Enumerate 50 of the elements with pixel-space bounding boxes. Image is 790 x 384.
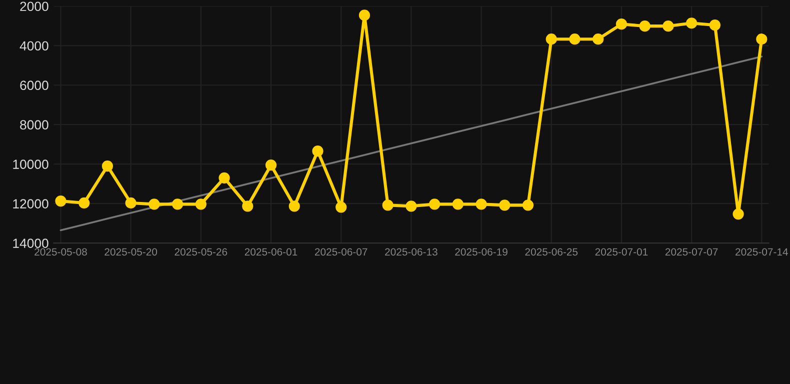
x-tick-label: 2025-07-01 [595, 248, 648, 256]
point [382, 200, 394, 211]
point [452, 198, 464, 210]
x-tick-label: 2025-05-26 [174, 248, 228, 256]
point [55, 195, 66, 207]
point [242, 200, 254, 212]
point [288, 200, 300, 212]
point [148, 198, 160, 210]
x-tick-label: 2025-05-08 [34, 248, 87, 256]
y-tick-label: 2000 [20, 2, 48, 12]
point [662, 20, 674, 32]
y-tick-label: 14000 [13, 238, 48, 248]
x-tick-label: 2025-06-19 [455, 248, 508, 256]
y-tick-label: 8000 [20, 120, 48, 130]
y-tick-label: 6000 [20, 80, 48, 90]
x-tick-label: 2025-06-07 [314, 248, 368, 256]
x-tick-label: 2025-07-07 [665, 248, 718, 256]
point [312, 146, 324, 157]
x-tick-label: 2025-06-25 [525, 248, 578, 256]
point [476, 198, 487, 210]
point [546, 34, 557, 45]
x-tick-label: 2025-06-01 [244, 248, 298, 256]
point [522, 200, 534, 211]
point [499, 200, 510, 211]
point [358, 10, 370, 21]
point [336, 202, 347, 213]
y-tick-label: 12000 [13, 199, 48, 208]
point [195, 198, 206, 210]
point [592, 34, 604, 45]
point [639, 20, 650, 32]
point [429, 198, 440, 210]
x-tick-label: 2025-06-13 [385, 248, 438, 256]
point [265, 160, 277, 171]
point [218, 172, 230, 184]
point [125, 197, 136, 209]
point [569, 34, 580, 45]
point [732, 208, 744, 220]
point [756, 34, 768, 45]
point [102, 160, 114, 172]
point [406, 200, 417, 212]
point [616, 18, 628, 30]
x-tick-label: 2025-05-20 [104, 248, 158, 256]
line-series [60, 56, 763, 232]
x-tick-label: 2025-07-14 [736, 248, 788, 256]
y-tick-label: 4000 [20, 41, 48, 51]
point [78, 197, 90, 209]
y-tick-label: 10000 [13, 160, 48, 170]
point [172, 198, 184, 210]
point [686, 18, 698, 29]
point [709, 20, 720, 31]
